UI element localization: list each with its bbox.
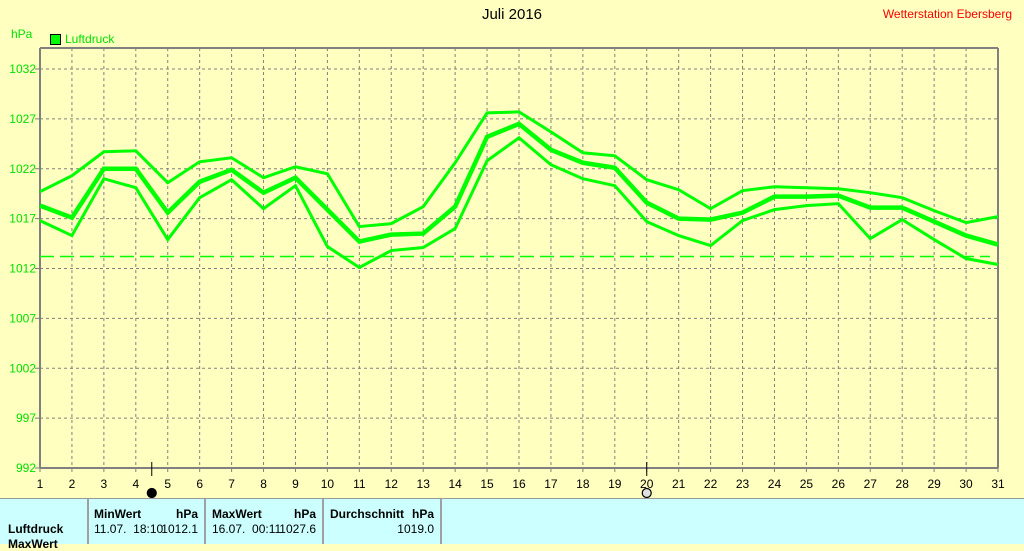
x-tick-label: 28 xyxy=(896,477,910,491)
x-tick-label: 30 xyxy=(959,477,973,491)
series-line-max xyxy=(39,110,999,229)
avg-value: 1019.0 xyxy=(397,522,434,536)
row-label-cell: Luftdruck MaxWert xyxy=(0,499,89,551)
x-tick-label: 20 xyxy=(640,477,654,491)
stats-table: Luftdruck MaxWert MinWert hPa 11.07. 18:… xyxy=(0,498,1024,551)
y-tick-label: 1017 xyxy=(9,212,36,226)
y-tick-label: 1022 xyxy=(9,162,36,176)
x-tick-label: 14 xyxy=(448,477,462,491)
max-value: 1027.6 xyxy=(279,522,316,536)
x-tick-label: 2 xyxy=(69,477,76,491)
y-tick-label: 1002 xyxy=(9,361,36,375)
x-tick-label: 12 xyxy=(385,477,399,491)
max-unit: hPa xyxy=(293,507,316,521)
station-name: Wetterstation Ebersberg xyxy=(882,7,1012,21)
series-line-mittel xyxy=(39,121,999,247)
x-tick-label: 22 xyxy=(704,477,718,491)
x-tick-label: 18 xyxy=(576,477,590,491)
new-moon-icon xyxy=(146,487,157,498)
max-header: MaxWert xyxy=(212,507,262,521)
x-tick-label: 15 xyxy=(480,477,494,491)
x-tick-label: 11 xyxy=(353,477,366,491)
series-line-min xyxy=(39,135,999,270)
full-moon-icon xyxy=(641,487,652,498)
y-tick-label: 1007 xyxy=(9,311,36,325)
x-tick-label: 1 xyxy=(37,477,44,491)
x-tick-label: 13 xyxy=(417,477,431,491)
min-cell: MinWert hPa 11.07. 18:10 1012.1 xyxy=(89,499,206,544)
avg-unit: hPa xyxy=(411,507,434,521)
x-tick-label: 31 xyxy=(991,477,1005,491)
x-tick-label: 16 xyxy=(512,477,526,491)
x-tick-label: 26 xyxy=(832,477,846,491)
x-tick-label: 8 xyxy=(260,477,267,491)
x-tick-label: 5 xyxy=(164,477,171,491)
y-tick-label: 1027 xyxy=(9,112,36,126)
x-tick-label: 24 xyxy=(768,477,782,491)
y-tick-label: 997 xyxy=(16,411,36,425)
x-tick-label: 21 xyxy=(672,477,686,491)
y-tick-label: 1012 xyxy=(9,262,36,276)
x-tick-label: 25 xyxy=(800,477,814,491)
x-tick-label: 9 xyxy=(292,477,299,491)
avg-header: Durchschnitt xyxy=(330,507,405,521)
x-tick-label: 7 xyxy=(228,477,235,491)
y-axis-unit: hPa xyxy=(11,27,33,41)
legend: Luftdruck xyxy=(50,32,114,46)
x-tick-label: 29 xyxy=(927,477,941,491)
chart-title: Juli 2016 xyxy=(481,6,543,23)
row-label: Luftdruck xyxy=(8,522,64,536)
x-tick-label: 19 xyxy=(608,477,622,491)
x-tick-label: 10 xyxy=(321,477,335,491)
min-unit: hPa xyxy=(175,507,198,521)
legend-label: Luftdruck xyxy=(65,32,115,46)
y-tick-label: 1032 xyxy=(9,62,36,76)
min-value: 1012.1 xyxy=(161,522,198,536)
x-tick-label: 27 xyxy=(864,477,878,491)
x-tick-label: 23 xyxy=(736,477,750,491)
min-header: MinWert xyxy=(94,507,142,521)
max-cell: MaxWert hPa 16.07. 00:11 1027.6 xyxy=(206,499,324,544)
x-tick-label: 17 xyxy=(544,477,558,491)
row2-label: MaxWert xyxy=(8,537,58,551)
min-time: 11.07. 18:10 xyxy=(94,522,164,536)
x-tick-label: 4 xyxy=(132,477,139,491)
x-tick-label: 6 xyxy=(196,477,203,491)
max-time: 16.07. 00:11 xyxy=(212,522,282,536)
x-tick-label: 3 xyxy=(101,477,108,491)
y-tick-label: 992 xyxy=(16,461,36,475)
legend-swatch xyxy=(50,33,61,45)
avg-cell: Durchschnitt hPa 1019.0 xyxy=(324,499,442,544)
